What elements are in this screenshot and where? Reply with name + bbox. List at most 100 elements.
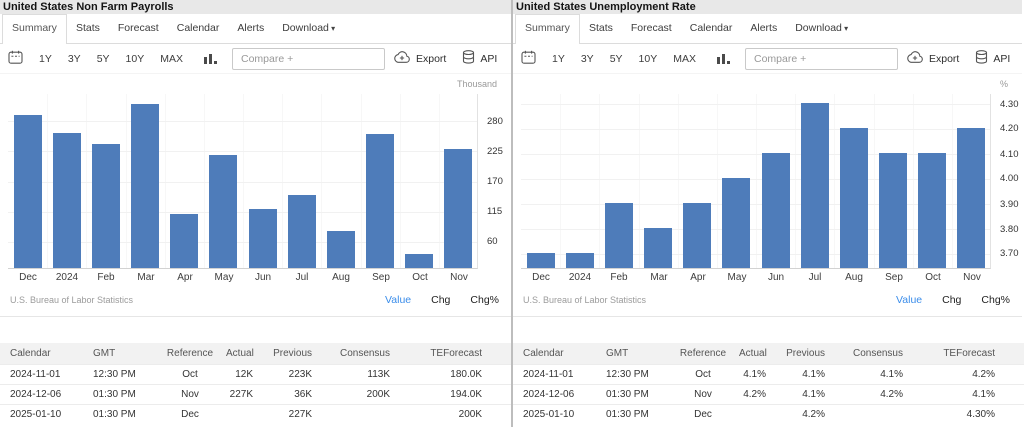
bar[interactable]: [131, 104, 159, 268]
vertical-gridline: [321, 94, 322, 268]
caret-down-icon: ▾: [328, 24, 336, 33]
bar[interactable]: [366, 134, 394, 268]
cell: 01:30 PM: [93, 408, 136, 420]
tab-calendar[interactable]: Calendar: [689, 22, 733, 34]
tab-download[interactable]: Download ▾: [795, 22, 849, 34]
calendar-button[interactable]: [8, 50, 23, 67]
y-tick-label: 115: [487, 206, 503, 217]
tab-alerts[interactable]: Alerts: [237, 22, 265, 34]
footer-links: Value Chg Chg%: [896, 294, 1010, 306]
range-10y-button[interactable]: 10Y: [118, 53, 153, 65]
range-3y-button[interactable]: 3Y: [573, 53, 602, 65]
bar[interactable]: [14, 115, 42, 268]
bar[interactable]: [327, 231, 355, 268]
bar[interactable]: [566, 253, 594, 268]
cell: 01:30 PM: [606, 408, 649, 420]
range-10y-button[interactable]: 10Y: [631, 53, 666, 65]
bar[interactable]: [762, 153, 790, 268]
tab-download[interactable]: Download ▾: [282, 22, 336, 34]
compare-input[interactable]: [231, 47, 385, 70]
compare-input[interactable]: [744, 47, 898, 70]
column-header-gmt: GMT: [93, 347, 116, 359]
footer-link-value[interactable]: Value: [896, 293, 923, 306]
export-button[interactable]: Export: [385, 50, 454, 67]
x-tick-label: May: [727, 272, 747, 283]
bar[interactable]: [644, 228, 672, 268]
range-1y-button[interactable]: 1Y: [544, 53, 573, 65]
calendar-table: Calendar GMT Reference Actual Previous Consen…: [513, 343, 1024, 424]
bar[interactable]: [170, 214, 198, 268]
bar[interactable]: [801, 103, 829, 268]
bar[interactable]: [683, 203, 711, 268]
export-button[interactable]: Export: [898, 50, 967, 67]
chart-type-button[interactable]: [704, 53, 730, 64]
column-header-consensus: Consensus: [852, 347, 903, 359]
vertical-gridline: [47, 94, 48, 268]
chart-type-button[interactable]: [191, 53, 217, 64]
bar[interactable]: [918, 153, 946, 268]
column-header-actual: Actual: [226, 347, 254, 359]
column-header-consensus: Consensus: [339, 347, 390, 359]
bar[interactable]: [405, 254, 433, 268]
bar[interactable]: [53, 133, 81, 268]
bar[interactable]: [92, 144, 120, 268]
bar[interactable]: [527, 253, 555, 268]
bar[interactable]: [444, 149, 472, 268]
footer-link-value[interactable]: Value: [385, 293, 412, 306]
cell: [225, 404, 263, 424]
footer-link-chgpct[interactable]: Chg%: [470, 293, 499, 306]
api-button[interactable]: API: [967, 50, 1018, 67]
column-header-reference: Reference: [679, 347, 727, 359]
cell: 4.2%: [972, 368, 995, 380]
bar[interactable]: [722, 178, 750, 268]
footer-link-chg[interactable]: Chg: [431, 293, 451, 306]
tab-forecast[interactable]: Forecast: [117, 22, 159, 34]
range-max-button[interactable]: MAX: [665, 53, 704, 65]
bar[interactable]: [957, 128, 985, 268]
cell: 4.1%: [743, 368, 766, 380]
vertical-gridline: [204, 94, 205, 268]
database-icon: [975, 50, 988, 67]
spacer: [0, 317, 511, 343]
tab-summary[interactable]: Summary: [515, 14, 580, 44]
source-label: U.S. Bureau of Labor Statistics: [523, 294, 647, 305]
bar[interactable]: [288, 195, 316, 268]
range-max-button[interactable]: MAX: [152, 53, 191, 65]
footer-link-chgpct[interactable]: Chg%: [981, 293, 1010, 306]
range-1y-button[interactable]: 1Y: [31, 53, 60, 65]
tab-stats[interactable]: Stats: [75, 22, 100, 34]
x-tick-label: Mar: [137, 272, 155, 283]
tab-alerts[interactable]: Alerts: [750, 22, 778, 34]
bar[interactable]: [605, 203, 633, 268]
x-tick-label: Sep: [372, 272, 390, 283]
bar[interactable]: [209, 155, 237, 268]
vertical-gridline: [678, 94, 679, 268]
range-3y-button[interactable]: 3Y: [60, 53, 89, 65]
range-5y-button[interactable]: 5Y: [89, 53, 118, 65]
vertical-gridline: [282, 94, 283, 268]
x-tick-label: Nov: [450, 272, 468, 283]
column-header-gmt: GMT: [606, 347, 629, 359]
tab-forecast[interactable]: Forecast: [630, 22, 672, 34]
cell: 223K: [288, 368, 312, 380]
api-button[interactable]: API: [454, 50, 505, 67]
chart: % 4.30 4.20 4.10 4.00 3.90 3.80 3.70 Dec 2024 Fe…: [513, 74, 1022, 317]
bar[interactable]: [840, 128, 868, 268]
tab-calendar[interactable]: Calendar: [176, 22, 220, 34]
footer-link-chg[interactable]: Chg: [942, 293, 962, 306]
export-label: Export: [928, 52, 960, 65]
x-tick-label: Jun: [254, 272, 272, 283]
calendar-button[interactable]: [521, 50, 536, 67]
tab-stats[interactable]: Stats: [588, 22, 613, 34]
vertical-gridline: [439, 94, 440, 268]
horizontal-gridline: [521, 154, 990, 155]
column-header-reference: Reference: [166, 347, 214, 359]
bar[interactable]: [249, 209, 277, 268]
range-5y-button[interactable]: 5Y: [602, 53, 631, 65]
column-header-teforecast: TEForecast: [430, 347, 482, 359]
tab-summary[interactable]: Summary: [2, 14, 67, 44]
bar[interactable]: [879, 153, 907, 268]
y-tick-label: 280: [487, 116, 503, 127]
kebab-menu-button[interactable]: ⋮: [1018, 51, 1024, 66]
